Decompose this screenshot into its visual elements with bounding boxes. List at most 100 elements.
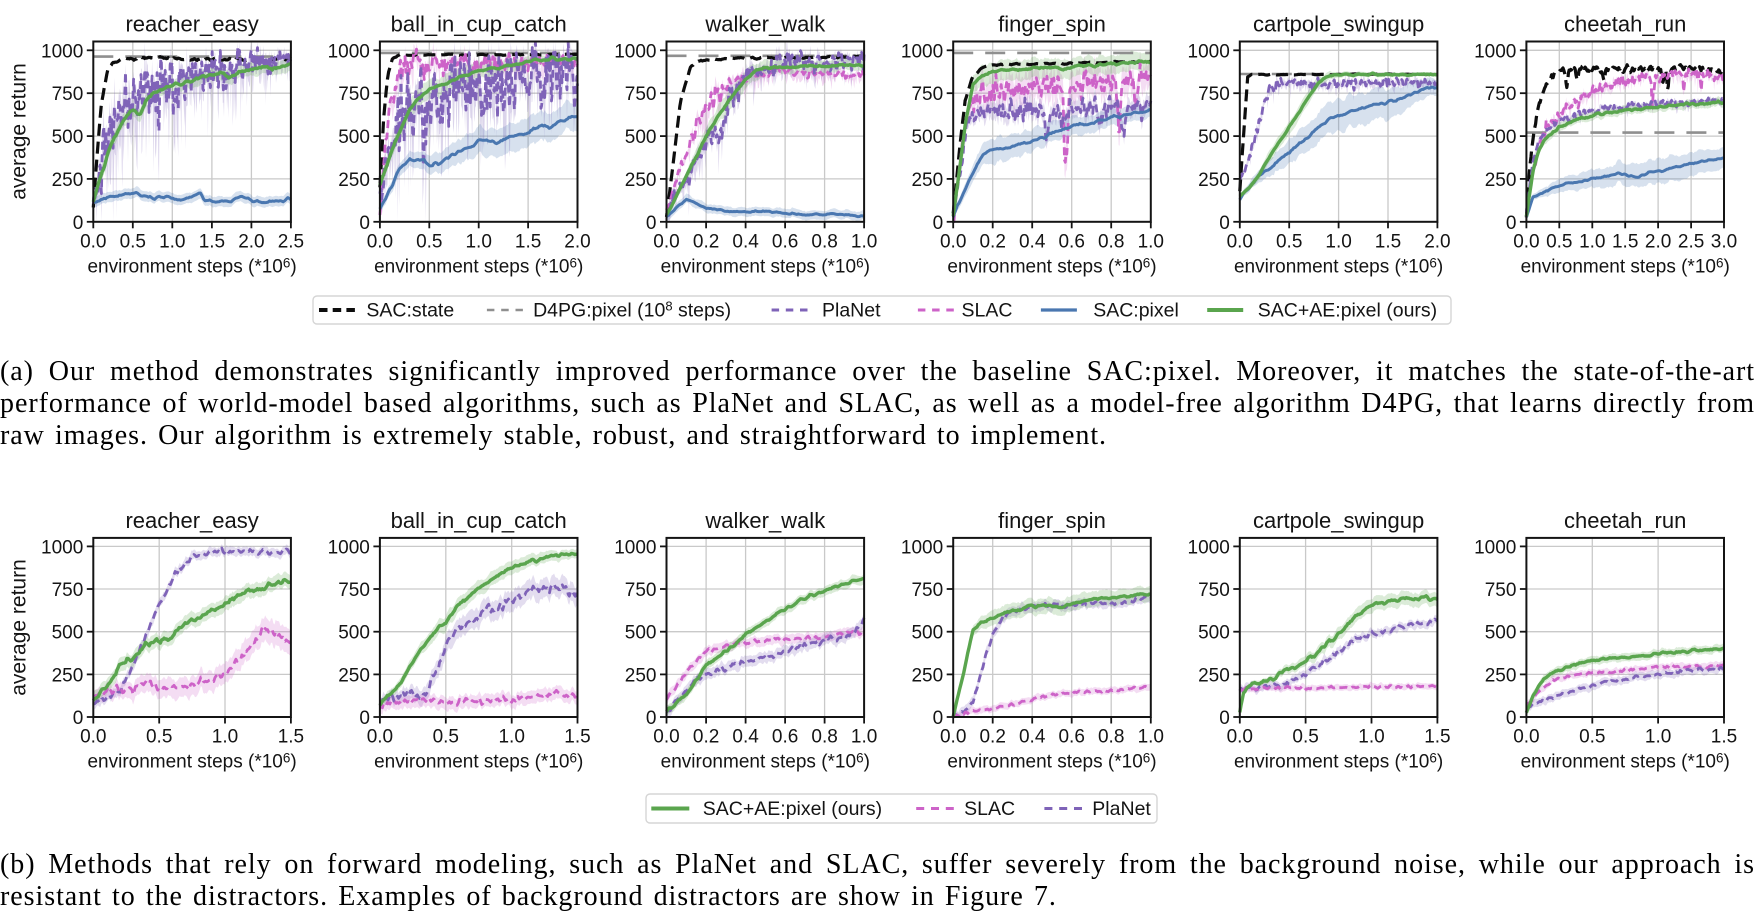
svg-text:1.0: 1.0 bbox=[1579, 232, 1605, 253]
svg-text:cartpole_swingup: cartpole_swingup bbox=[1253, 508, 1424, 533]
svg-text:environment steps (*106): environment steps (*106) bbox=[661, 751, 870, 773]
svg-text:cheetah_run: cheetah_run bbox=[1564, 12, 1686, 37]
svg-text:cartpole_swingup: cartpole_swingup bbox=[1253, 12, 1424, 37]
svg-text:1.5: 1.5 bbox=[1424, 727, 1450, 748]
svg-text:500: 500 bbox=[338, 623, 370, 644]
svg-text:0.0: 0.0 bbox=[367, 232, 393, 253]
svg-text:0.5: 0.5 bbox=[1579, 727, 1605, 748]
svg-text:environment steps (*106): environment steps (*106) bbox=[947, 255, 1156, 277]
svg-text:PlaNet: PlaNet bbox=[822, 300, 881, 322]
svg-text:1000: 1000 bbox=[901, 537, 943, 558]
svg-text:0.0: 0.0 bbox=[1513, 232, 1539, 253]
svg-text:0.0: 0.0 bbox=[940, 727, 966, 748]
svg-text:1000: 1000 bbox=[1474, 41, 1516, 62]
svg-text:finger_spin: finger_spin bbox=[998, 508, 1106, 533]
svg-text:walker_walk: walker_walk bbox=[704, 12, 826, 37]
svg-text:250: 250 bbox=[52, 665, 84, 686]
svg-text:1000: 1000 bbox=[328, 41, 370, 62]
svg-text:environment steps (*106): environment steps (*106) bbox=[947, 751, 1156, 773]
svg-text:500: 500 bbox=[911, 127, 943, 148]
svg-text:750: 750 bbox=[1485, 84, 1517, 105]
svg-text:0.5: 0.5 bbox=[120, 232, 146, 253]
svg-text:750: 750 bbox=[52, 580, 84, 601]
svg-text:ball_in_cup_catch: ball_in_cup_catch bbox=[391, 508, 567, 533]
svg-text:0.0: 0.0 bbox=[940, 232, 966, 253]
svg-text:0: 0 bbox=[646, 708, 657, 729]
svg-text:0.0: 0.0 bbox=[1227, 727, 1253, 748]
svg-text:2.0: 2.0 bbox=[1645, 232, 1671, 253]
svg-text:1.5: 1.5 bbox=[564, 727, 590, 748]
svg-text:2.0: 2.0 bbox=[564, 232, 590, 253]
svg-text:1.0: 1.0 bbox=[159, 232, 185, 253]
svg-text:environment steps (*106): environment steps (*106) bbox=[374, 751, 583, 773]
svg-text:750: 750 bbox=[625, 84, 657, 105]
svg-text:250: 250 bbox=[625, 665, 657, 686]
svg-text:500: 500 bbox=[625, 127, 657, 148]
svg-text:average return: average return bbox=[8, 559, 31, 696]
svg-text:1000: 1000 bbox=[1474, 537, 1516, 558]
svg-text:500: 500 bbox=[1485, 623, 1517, 644]
svg-text:environment steps (*106): environment steps (*106) bbox=[87, 255, 296, 277]
svg-text:0.6: 0.6 bbox=[772, 727, 798, 748]
svg-text:1000: 1000 bbox=[614, 537, 656, 558]
svg-text:0: 0 bbox=[646, 213, 657, 234]
svg-text:environment steps (*106): environment steps (*106) bbox=[374, 255, 583, 277]
svg-text:0.8: 0.8 bbox=[811, 727, 837, 748]
svg-text:750: 750 bbox=[1485, 580, 1517, 601]
svg-text:SAC+AE:pixel (ours): SAC+AE:pixel (ours) bbox=[703, 798, 882, 820]
svg-text:1000: 1000 bbox=[41, 41, 83, 62]
svg-text:environment steps (*106): environment steps (*106) bbox=[661, 255, 870, 277]
svg-text:0: 0 bbox=[73, 213, 84, 234]
svg-text:0.5: 0.5 bbox=[433, 727, 459, 748]
svg-text:1.5: 1.5 bbox=[199, 232, 225, 253]
svg-text:750: 750 bbox=[338, 580, 370, 601]
svg-text:0.4: 0.4 bbox=[1019, 727, 1046, 748]
svg-text:0.5: 0.5 bbox=[1546, 232, 1572, 253]
svg-text:500: 500 bbox=[1198, 127, 1230, 148]
svg-text:0.0: 0.0 bbox=[80, 727, 106, 748]
svg-text:0.4: 0.4 bbox=[732, 727, 759, 748]
svg-text:1.0: 1.0 bbox=[851, 727, 877, 748]
svg-text:reacher_easy: reacher_easy bbox=[125, 12, 258, 37]
svg-text:500: 500 bbox=[911, 623, 943, 644]
svg-text:1.5: 1.5 bbox=[278, 727, 304, 748]
svg-text:500: 500 bbox=[52, 623, 84, 644]
svg-text:1.0: 1.0 bbox=[498, 727, 524, 748]
svg-text:250: 250 bbox=[911, 170, 943, 191]
svg-text:0: 0 bbox=[73, 708, 84, 729]
svg-text:1.0: 1.0 bbox=[1138, 232, 1164, 253]
svg-text:0.0: 0.0 bbox=[1513, 727, 1539, 748]
svg-text:750: 750 bbox=[52, 84, 84, 105]
svg-text:750: 750 bbox=[911, 580, 943, 601]
svg-text:0.2: 0.2 bbox=[979, 232, 1005, 253]
svg-text:finger_spin: finger_spin bbox=[998, 12, 1106, 37]
svg-text:PlaNet: PlaNet bbox=[1092, 798, 1151, 820]
svg-text:cheetah_run: cheetah_run bbox=[1564, 508, 1686, 533]
svg-text:0.6: 0.6 bbox=[1058, 232, 1084, 253]
svg-text:250: 250 bbox=[911, 665, 943, 686]
svg-text:1000: 1000 bbox=[328, 537, 370, 558]
svg-text:0.5: 0.5 bbox=[146, 727, 172, 748]
svg-text:1.5: 1.5 bbox=[1612, 232, 1638, 253]
svg-text:500: 500 bbox=[625, 623, 657, 644]
svg-text:SLAC: SLAC bbox=[964, 798, 1015, 820]
svg-text:1.0: 1.0 bbox=[1358, 727, 1384, 748]
svg-text:750: 750 bbox=[1198, 580, 1230, 601]
svg-text:environment steps (*106): environment steps (*106) bbox=[1521, 255, 1730, 277]
svg-text:250: 250 bbox=[338, 665, 370, 686]
svg-text:0.6: 0.6 bbox=[1058, 727, 1084, 748]
svg-text:0.0: 0.0 bbox=[367, 727, 393, 748]
svg-text:0.2: 0.2 bbox=[693, 232, 719, 253]
svg-text:SLAC: SLAC bbox=[962, 300, 1013, 322]
svg-text:1000: 1000 bbox=[1188, 537, 1230, 558]
svg-text:0.6: 0.6 bbox=[772, 232, 798, 253]
svg-text:1000: 1000 bbox=[901, 41, 943, 62]
svg-text:walker_walk: walker_walk bbox=[704, 508, 826, 533]
svg-text:250: 250 bbox=[1485, 170, 1517, 191]
svg-text:500: 500 bbox=[1485, 127, 1517, 148]
svg-text:environment steps (*106): environment steps (*106) bbox=[1521, 751, 1730, 773]
svg-text:750: 750 bbox=[338, 84, 370, 105]
svg-text:0: 0 bbox=[1506, 213, 1517, 234]
svg-text:2.0: 2.0 bbox=[238, 232, 264, 253]
svg-text:0.5: 0.5 bbox=[416, 232, 442, 253]
